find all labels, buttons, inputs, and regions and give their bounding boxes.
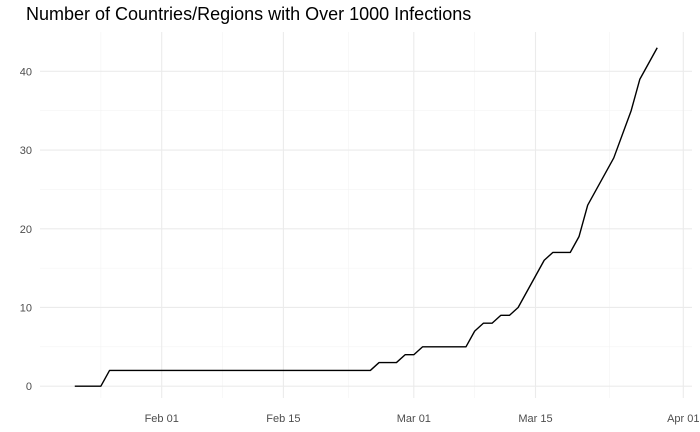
y-tick-label: 40 (20, 66, 32, 78)
series-line (74, 47, 658, 387)
y-tick-label: 20 (20, 224, 32, 236)
series-layer (74, 47, 658, 387)
y-tick-label: 10 (20, 302, 32, 314)
y-tick-labels: 0 10 20 30 40 (20, 66, 32, 393)
y-tick-label: 0 (26, 381, 32, 393)
y-tick-label: 30 (20, 145, 32, 157)
x-tick-label: Feb 15 (266, 413, 300, 425)
chart-title: Number of Countries/Regions with Over 10… (26, 4, 472, 24)
minor-gridlines (40, 32, 692, 398)
x-tick-labels: Feb 01 Feb 15 Mar 01 Mar 15 Apr 01 (145, 413, 700, 425)
x-tick-label: Mar 15 (518, 413, 552, 425)
x-tick-label: Feb 01 (145, 413, 179, 425)
major-gridlines (40, 32, 692, 398)
x-tick-label: Apr 01 (667, 413, 699, 425)
x-tick-label: Mar 01 (397, 413, 431, 425)
